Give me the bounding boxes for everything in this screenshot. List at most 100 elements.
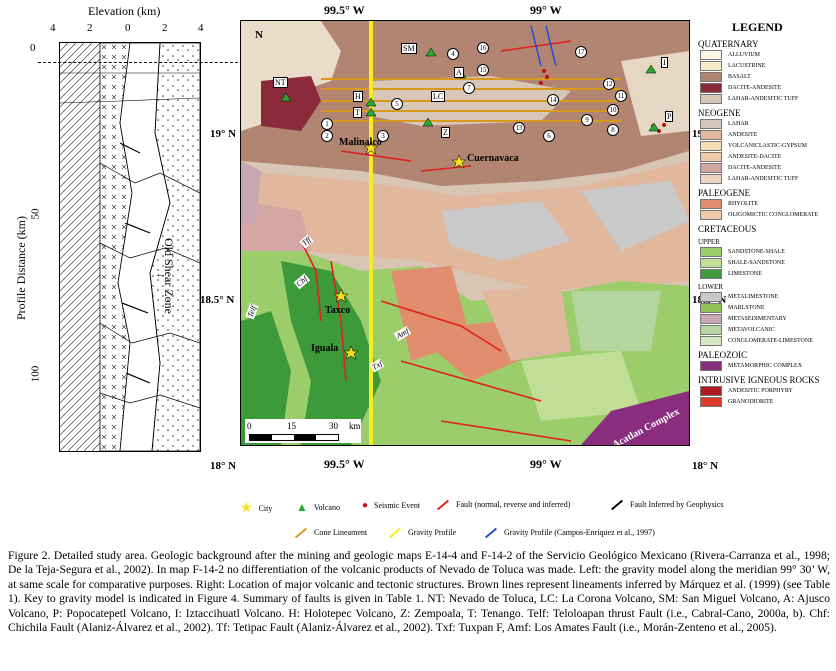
gravity-ce-line-icon — [484, 527, 498, 538]
legend-label: DACITE-ANDESITE — [728, 164, 782, 171]
figure-caption: Figure 2. Detailed study area. Geologic … — [8, 549, 830, 635]
elev-tick: 0 — [125, 22, 131, 34]
city-label: Malinalco — [339, 137, 382, 148]
triangle-icon: ▲ — [296, 500, 308, 514]
volcano-label: H — [353, 91, 363, 102]
legend-label: MARLSTONE — [728, 304, 765, 311]
legend-label: LAHAR-ANDESITIC TUFF — [728, 175, 799, 182]
legend-item: LACUSTRINE — [700, 60, 836, 71]
key-gravity-ce: Gravity Profile (Campos-Enríquez et al.,… — [484, 527, 655, 538]
profile-axis-label: Profile Distance (km) — [14, 216, 28, 320]
limestone-unit — [241, 311, 291, 445]
legend-item: METAMORPHIC COMPLEX — [700, 360, 836, 371]
volcano-label: I — [661, 57, 668, 68]
legend-swatch — [700, 246, 722, 257]
elev-tick: 4 — [50, 22, 56, 34]
legend-section: INTRUSIVE IGNEOUS ROCKS — [698, 375, 820, 385]
legend-item: METASEDIMENTARY — [700, 313, 836, 324]
legend-item: GRANODIORITE — [700, 396, 836, 407]
num-label: 1 — [321, 113, 333, 131]
legend-item: BASALT — [700, 71, 836, 82]
profile-title: Elevation (km) — [88, 4, 161, 18]
legend-swatch — [700, 302, 722, 313]
cities — [333, 140, 467, 360]
legend-swatch — [700, 118, 722, 129]
legend-swatch — [700, 313, 722, 324]
legend-section: NEOGENE — [698, 108, 741, 118]
lon-label-top: 99.5° W — [324, 3, 365, 17]
num-label: 3 — [377, 125, 389, 143]
key-gravity: Gravity Profile — [388, 527, 457, 538]
gravity-profile-ce — [530, 25, 557, 67]
legend-item: RHYOLITE — [700, 198, 836, 209]
legend-label: SHALE-SANDSTONE — [728, 259, 785, 266]
volcano-label: Z — [441, 127, 450, 138]
scale-unit: km — [349, 421, 361, 431]
num-label: 4 — [447, 43, 459, 61]
key-label: Gravity Profile — [408, 528, 457, 537]
volcano-label: T — [353, 107, 362, 118]
scale-bar: 0 15 30 km — [245, 419, 361, 443]
elev-tick: 2 — [87, 22, 93, 34]
legend-subsection: LOWER — [698, 283, 723, 291]
legend-swatch — [700, 151, 722, 162]
legend-label: ANDESITIC PORPHYRY — [728, 387, 793, 394]
legend-label: BASALT — [728, 73, 751, 80]
profile-drawing — [60, 43, 200, 451]
legend-item: VOLCANICLASTIC-GYPSUM — [700, 140, 836, 151]
num-label: 7 — [463, 77, 475, 95]
legend-swatch — [700, 396, 722, 407]
legend-swatch — [700, 385, 722, 396]
num-label: 8 — [607, 119, 619, 137]
legend-label: OLIGOMICTIC CONGLOMERATE — [728, 211, 819, 218]
legend-item: LIMESTONE — [700, 268, 836, 279]
limestone-belt — [281, 261, 381, 445]
dot-icon: ● — [362, 500, 369, 511]
legend-label: GRANODIORITE — [728, 398, 774, 405]
legend-item: ANDESITIC PORPHYRY — [700, 385, 836, 396]
legend-item: METALIMESTONE — [700, 291, 836, 302]
legend-item: METAVOLCANIC — [700, 324, 836, 335]
symbol-key-row-1: ★ City ▲ Volcano ● Seismic Event Fault (nor… — [238, 499, 836, 520]
legend-item: SANDSTONE-SHALE — [700, 246, 836, 257]
legend-swatch — [700, 162, 722, 173]
legend-item: LAHAR-ANDESITIC TUFF — [700, 93, 836, 104]
legend-swatch — [700, 82, 722, 93]
num-label: 6 — [543, 125, 555, 143]
num-label: 2 — [321, 125, 333, 143]
key-label: Volcano — [313, 503, 340, 512]
legend-item: CONGLOMERATE-LIMESTONE — [700, 335, 836, 346]
legend-swatch — [700, 268, 722, 279]
city-label: Taxco — [325, 305, 351, 316]
city-label: Cuernavaca — [467, 153, 519, 164]
faults — [300, 40, 572, 442]
north-arrow: N — [255, 29, 263, 41]
legend-item: DACITE-ANDESITE — [700, 162, 836, 173]
volcano-label: NT — [273, 77, 288, 88]
legend-swatch — [700, 71, 722, 82]
profile-tick-100: 100 — [29, 365, 42, 383]
volcano-label: P — [665, 111, 674, 122]
num-label: 14 — [547, 89, 559, 107]
legend-label: METASEDIMENTARY — [728, 315, 787, 322]
lat-label-right: 18° N — [692, 460, 719, 472]
metalimestone-unit — [581, 181, 689, 251]
legend-label: LIMESTONE — [728, 270, 762, 277]
lon-label-bottom: 99.5° W — [324, 457, 365, 471]
dacite-andesite-unit — [241, 201, 311, 256]
elev-tick: 2 — [162, 22, 168, 34]
legend-swatch — [700, 209, 722, 220]
legend-label: CONGLOMERATE-LIMESTONE — [728, 337, 813, 344]
shear-zone-arrow: ← — [155, 268, 166, 280]
legend-item: LAHAR-ANDESITIC TUFF — [700, 173, 836, 184]
symbol-key-row-2: Cone Lineament Gravity Profile Gravity P… — [238, 527, 836, 548]
legend-item: MARLSTONE — [700, 302, 836, 313]
cone-lineament-icon — [294, 527, 308, 538]
legend-swatch — [700, 291, 722, 302]
city-label: Iguala — [311, 343, 339, 354]
key-label: Fault (normal, reverse and inferred) — [456, 500, 571, 509]
scale-tick: 0 — [247, 421, 252, 431]
legend-swatch — [700, 198, 722, 209]
legend-label: SANDSTONE-SHALE — [728, 248, 785, 255]
volcano-label: LC — [431, 91, 446, 102]
